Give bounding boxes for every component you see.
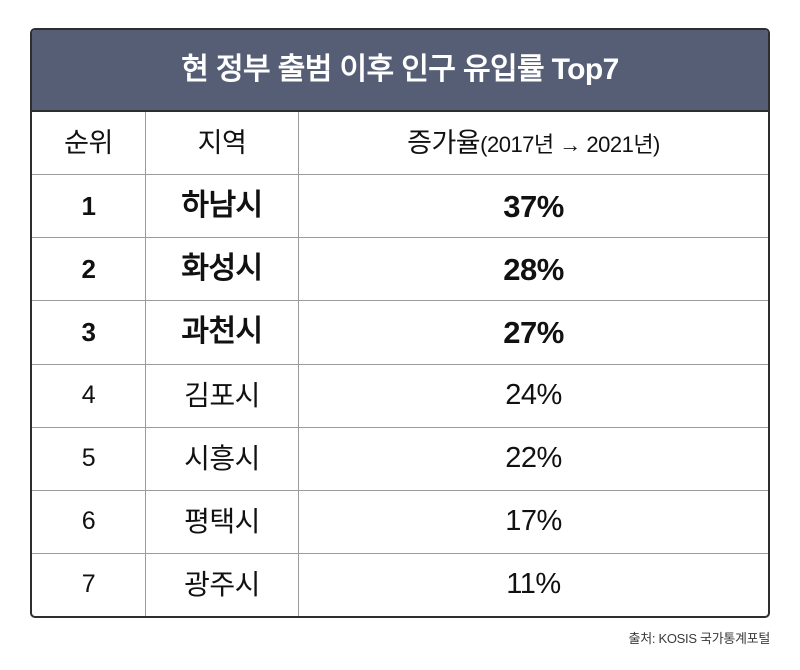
column-header-rate-period: (2017년 → 2021년) [480, 131, 660, 157]
ranking-table: 순위 지역 증가율 (2017년 → 2021년) 1 하남시 37% 2 화성시… [32, 112, 768, 616]
cell-rate: 24% [298, 364, 768, 427]
cell-rank: 5 [81, 444, 96, 473]
table-row: 2 화성시 28% [32, 237, 768, 301]
ranking-table-card: 현 정부 출범 이후 인구 유입률 Top7 순위 지역 증가율 (2017년 →… [30, 28, 770, 618]
cell-rank: 4 [81, 381, 96, 410]
cell-rate: 17% [298, 490, 768, 553]
cell-area: 하남시 [145, 175, 298, 238]
cell-rate: 22% [298, 427, 768, 490]
table-row: 7 광주시 11% [32, 552, 768, 616]
column-header-area: 지역 [145, 112, 298, 175]
cell-area: 화성시 [145, 238, 298, 301]
table-row: 4 김포시 24% [32, 363, 768, 427]
cell-rank: 6 [81, 507, 96, 536]
table-row: 5 시흥시 22% [32, 426, 768, 490]
cell-area: 광주시 [145, 553, 298, 616]
cell-rank: 7 [81, 570, 96, 599]
cell-area: 시흥시 [145, 427, 298, 490]
cell-area: 김포시 [145, 364, 298, 427]
title-banner: 현 정부 출범 이후 인구 유입률 Top7 [32, 30, 768, 112]
column-header-rank: 순위 [64, 127, 113, 158]
table-row: 3 과천시 27% [32, 300, 768, 364]
cell-rank: 1 [81, 191, 96, 222]
cell-area: 과천시 [145, 301, 298, 364]
cell-rank: 2 [81, 254, 96, 285]
source-note: 출처: KOSIS 국가통계포털 [628, 631, 771, 646]
table-row: 1 하남시 37% [32, 174, 768, 238]
cell-rate: 28% [298, 238, 768, 301]
cell-rate: 11% [298, 553, 768, 616]
table-header-row: 순위 지역 증가율 (2017년 → 2021년) [32, 112, 768, 175]
column-header-rate-main: 증가율 [407, 127, 481, 158]
cell-rate: 27% [298, 301, 768, 364]
cell-rate: 37% [298, 175, 768, 238]
table-row: 6 평택시 17% [32, 489, 768, 553]
column-header-rate: 증가율 (2017년 → 2021년) [298, 112, 768, 175]
page-title: 현 정부 출범 이후 인구 유입률 Top7 [181, 53, 619, 86]
cell-rank: 3 [81, 317, 96, 348]
cell-area: 평택시 [145, 490, 298, 553]
